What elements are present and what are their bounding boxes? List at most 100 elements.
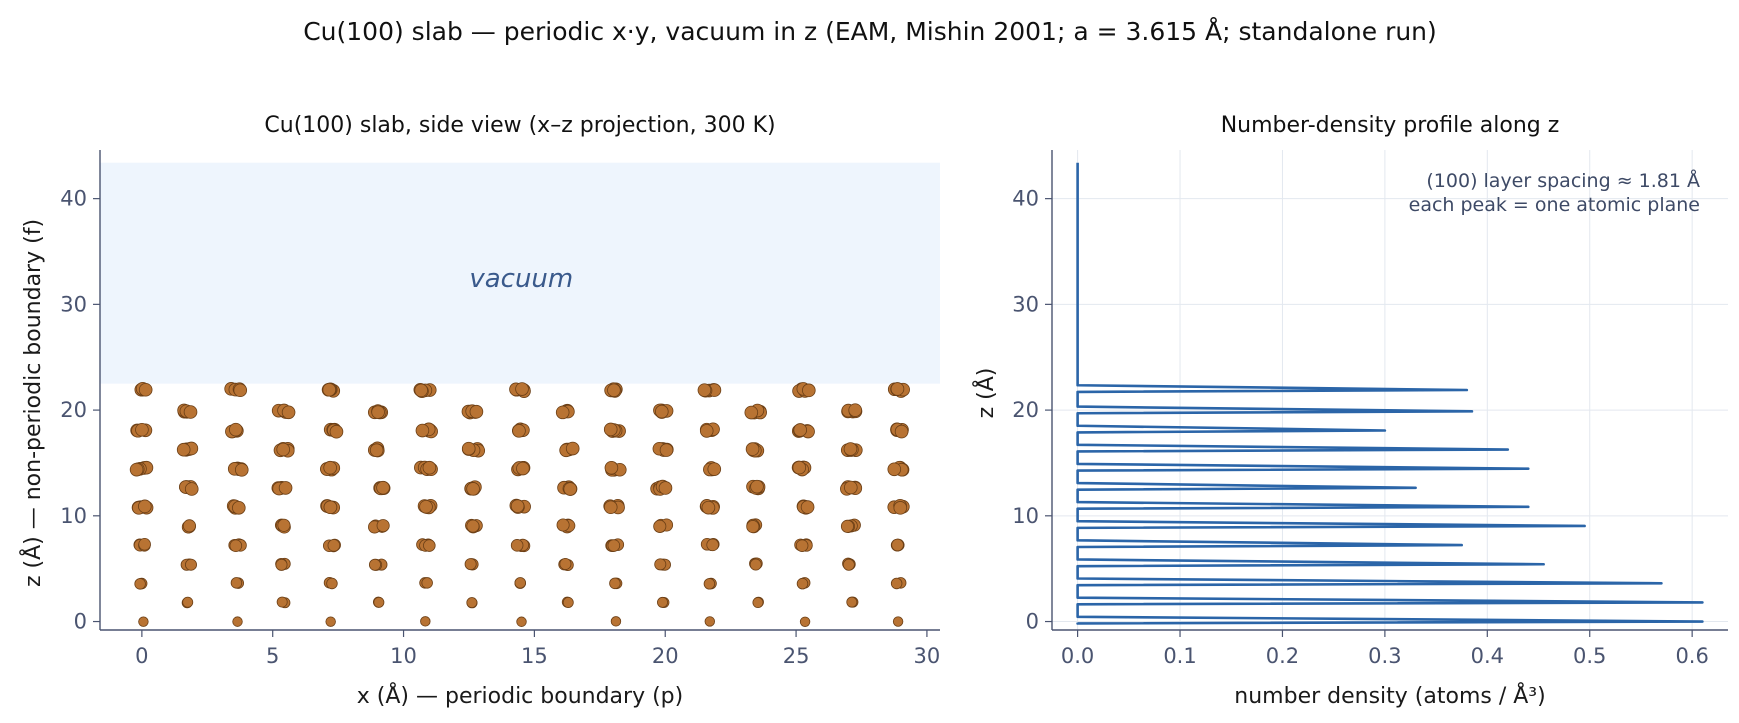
y-tick-label: 10: [1012, 504, 1039, 528]
cu-atom: [138, 499, 152, 514]
cu-atom: [230, 577, 243, 589]
density-profile-line: [1076, 162, 1704, 625]
cu-atom: [329, 424, 344, 439]
cu-atom: [276, 596, 288, 608]
cu-atom: [232, 501, 246, 515]
y-tick-label: 30: [1012, 292, 1039, 316]
x-tick-label: 5: [266, 644, 279, 668]
cu-atom: [422, 460, 437, 475]
side-view-title: Cu(100) slab, side view (x–z projection,…: [264, 113, 775, 138]
cu-atom: [277, 518, 291, 532]
cu-atom: [707, 462, 722, 476]
vacuum-region: [100, 162, 940, 384]
cu-atom: [746, 520, 760, 534]
cu-atom: [229, 539, 243, 552]
cu-atom: [565, 441, 580, 456]
cu-atom: [706, 538, 719, 552]
cu-atom: [697, 383, 712, 397]
density-y-label: z (Å): [972, 368, 999, 419]
x-tick-label: 0.1: [1163, 644, 1196, 668]
cu-atom: [423, 539, 436, 552]
cu-atom: [604, 461, 619, 475]
cu-atom: [275, 558, 288, 571]
cu-atom: [369, 443, 384, 458]
x-tick-label: 0: [135, 644, 148, 668]
cu-atom: [892, 616, 904, 627]
cu-atom: [795, 539, 809, 552]
cu-atom: [555, 405, 570, 420]
cu-atom: [184, 558, 197, 571]
x-tick-label: 0.0: [1061, 644, 1094, 668]
x-tick-label: 15: [521, 644, 548, 668]
cu-atom: [796, 577, 809, 590]
cu-atom: [234, 463, 249, 477]
cu-atom: [373, 596, 385, 608]
y-tick-label: 40: [60, 187, 87, 211]
cu-atom: [414, 383, 428, 398]
x-tick-label: 10: [390, 644, 417, 668]
cu-atom: [229, 422, 243, 437]
cu-atom: [368, 558, 381, 571]
cu-atom: [701, 500, 716, 515]
x-tick-label: 20: [652, 644, 679, 668]
y-tick-label: 10: [60, 504, 87, 528]
cu-atom: [744, 405, 759, 420]
cu-atom: [464, 558, 477, 571]
side-view-x-ticks: 0 5 10 15 20 25 30: [135, 630, 940, 668]
cu-atom: [276, 442, 291, 457]
cu-atom: [848, 403, 862, 417]
cu-atom: [138, 538, 151, 551]
cu-atom: [176, 442, 191, 457]
cu-atom: [515, 382, 529, 396]
vacuum-label: vacuum: [469, 264, 573, 294]
cu-atom: [461, 441, 476, 456]
cu-atom: [371, 405, 385, 419]
density-x-label: number density (atoms / Å³): [1234, 682, 1545, 709]
cu-atom: [793, 423, 808, 437]
cu-atom: [512, 424, 526, 438]
cu-atom: [323, 500, 338, 515]
cu-atom: [603, 422, 618, 437]
cu-atom: [466, 519, 480, 533]
cu-atom: [233, 383, 248, 398]
cu-atom: [659, 443, 674, 457]
cu-atom: [607, 539, 621, 552]
annotation-line-1: (100) layer spacing ≈ 1.81 Å: [1426, 169, 1700, 192]
cu-atom: [466, 482, 480, 496]
cu-atom: [699, 424, 714, 438]
side-view-panel: Cu(100) slab, side view (x–z projection,…: [19, 113, 940, 709]
cu-atom: [182, 596, 194, 608]
cu-atom: [469, 404, 484, 419]
cu-atom: [658, 481, 673, 495]
cu-atom: [842, 558, 855, 571]
cu-atom: [182, 519, 196, 533]
cu-atom: [135, 422, 149, 437]
x-tick-label: 0.5: [1573, 644, 1606, 668]
cu-atom: [138, 382, 153, 397]
cu-atom: [610, 616, 622, 627]
cu-atom: [653, 519, 667, 533]
y-tick-label: 20: [1012, 398, 1039, 422]
cu-atom: [376, 480, 390, 495]
x-tick-label: 0.2: [1266, 644, 1299, 668]
cu-atom: [327, 539, 341, 552]
figure-suptitle: Cu(100) slab — periodic x·y, vacuum in z…: [303, 17, 1437, 46]
x-tick-label: 30: [914, 644, 941, 668]
cu-atom: [840, 519, 854, 533]
cu-atom: [843, 480, 858, 495]
cu-atom: [654, 404, 669, 419]
cu-atom: [846, 596, 858, 608]
cu-atom: [556, 518, 570, 532]
cu-atom: [325, 616, 336, 627]
cu-atom: [322, 382, 337, 397]
cu-atom: [654, 558, 667, 571]
density-profile-panel: Number-density profile along z 0.0 0.1 0.2…: [972, 113, 1728, 709]
cu-atom: [843, 442, 858, 456]
density-x-ticks: 0.0 0.1 0.2 0.3 0.4 0.5 0.6: [1061, 630, 1709, 668]
cu-atom: [704, 616, 715, 627]
cu-atom: [421, 577, 433, 589]
cu-atom: [749, 558, 762, 571]
cu-atom: [603, 500, 618, 515]
x-tick-label: 0.4: [1471, 644, 1504, 668]
atoms-layer: [129, 381, 910, 627]
